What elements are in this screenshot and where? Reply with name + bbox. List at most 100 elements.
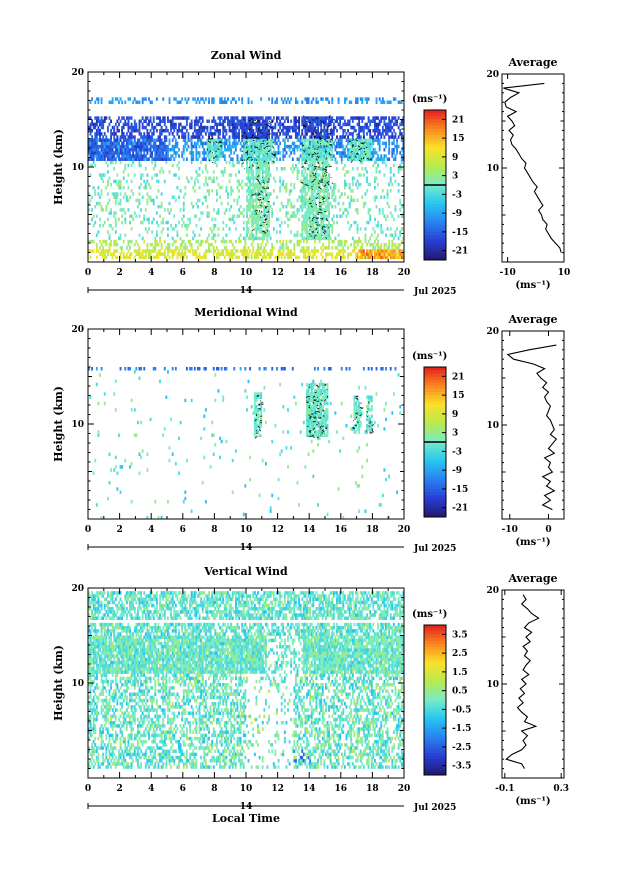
heatmap-cell [109, 199, 111, 202]
heatmap-cell [216, 126, 218, 129]
heatmap-cell [287, 116, 289, 119]
heatmap-cell [142, 753, 145, 756]
heatmap-cell [281, 97, 283, 100]
heatmap-cell [146, 199, 148, 202]
heatmap-cell [153, 120, 155, 123]
heatmap-cell [235, 240, 237, 243]
heatmap-cell [336, 430, 338, 433]
colorbar-segment [424, 204, 446, 208]
heatmap-cell [128, 97, 131, 100]
heatmap-cell [170, 418, 172, 421]
heatmap-cell [293, 186, 295, 189]
heatmap-cell [241, 145, 244, 148]
heatmap-cell [222, 132, 224, 135]
heatmap-cell [298, 503, 300, 506]
heatmap-cell [208, 97, 210, 100]
heatmap-cell [113, 135, 115, 138]
heatmap-cell [105, 240, 107, 243]
heatmap-cell [395, 154, 397, 157]
heatmap-cell [357, 167, 359, 170]
contour-segment [328, 227, 329, 228]
heatmap-cell [352, 762, 354, 765]
heatmap-cell [97, 753, 99, 756]
heatmap-cell [219, 437, 221, 440]
heatmap-cell [137, 243, 139, 246]
heatmap-cell [241, 101, 243, 104]
heatmap-cell [361, 196, 363, 199]
heatmap-cell [327, 148, 330, 151]
heatmap-cell [368, 256, 371, 259]
heatmap-cell [128, 148, 136, 151]
heatmap-cell [195, 101, 197, 104]
heatmap-cell [350, 756, 353, 759]
heatmap-cell [128, 173, 130, 176]
heatmap-cell [293, 396, 295, 399]
heatmap-cell [244, 484, 246, 487]
heatmap-cell [148, 227, 150, 230]
heatmap-cell [282, 183, 284, 186]
heatmap-cell [323, 762, 325, 765]
heatmap-cell [388, 183, 390, 186]
heatmap-cell [385, 129, 388, 132]
heatmap-cell [176, 151, 178, 154]
heatmap-cell [112, 227, 114, 230]
heatmap-cell [218, 208, 220, 211]
heatmap-cell [346, 367, 348, 370]
heatmap-cell [346, 424, 348, 427]
heatmap-cell [188, 132, 190, 135]
heatmap-cell [124, 218, 126, 221]
heatmap-cell [396, 227, 398, 230]
heatmap-cell [352, 249, 355, 252]
heatmap-cell [251, 256, 253, 259]
heatmap-cell [203, 415, 205, 418]
heatmap-cell [244, 116, 246, 119]
heatmap-cell [357, 243, 359, 246]
heatmap-cell [357, 224, 359, 227]
heatmap-cell [276, 240, 278, 243]
heatmap-cell [358, 240, 361, 243]
contour-segment [267, 182, 269, 183]
heatmap-cell [344, 148, 346, 151]
heatmap-cell [216, 189, 218, 192]
contour-segment [308, 168, 309, 169]
heatmap-cell [180, 246, 182, 249]
heatmap-cell [143, 154, 146, 157]
heatmap-cell [224, 170, 226, 173]
heatmap-cell [146, 145, 148, 148]
heatmap-cell [91, 196, 93, 199]
heatmap-cell [189, 221, 191, 224]
heatmap-cell [383, 246, 385, 249]
date-marker: 14 [240, 543, 253, 553]
heatmap-cell [146, 129, 148, 132]
heatmap-cell [124, 759, 126, 762]
colorbar-segment [424, 489, 446, 493]
heatmap-cell [105, 135, 107, 138]
colorbar-segment [424, 451, 446, 455]
heatmap-cell [344, 192, 346, 195]
heatmap-cell [109, 211, 112, 214]
heatmap-cell [205, 500, 207, 503]
heatmap-cell [271, 494, 273, 497]
heatmap-cell [186, 158, 188, 161]
heatmap-cell [395, 145, 398, 148]
heatmap-cell [278, 478, 280, 481]
heatmap-cell [148, 253, 151, 256]
contour-segment [212, 162, 213, 163]
heatmap-cell [214, 218, 216, 221]
heatmap-cell [161, 145, 164, 148]
contour-segment [355, 146, 356, 147]
heatmap-cell [176, 129, 179, 132]
heatmap-cell [116, 183, 121, 186]
heatmap-cell [232, 765, 234, 768]
heatmap-cell [192, 230, 194, 233]
heatmap-cell [385, 402, 387, 405]
heatmap-cell [172, 453, 174, 456]
heatmap-cell [180, 208, 182, 211]
heatmap-cell [323, 367, 325, 370]
heatmap-cell [267, 240, 269, 243]
contour-segment [326, 384, 327, 385]
heatmap-cell [262, 120, 267, 123]
heatmap-cell [360, 183, 362, 186]
colorbar-segment [424, 141, 446, 145]
heatmap-cell [395, 765, 397, 768]
